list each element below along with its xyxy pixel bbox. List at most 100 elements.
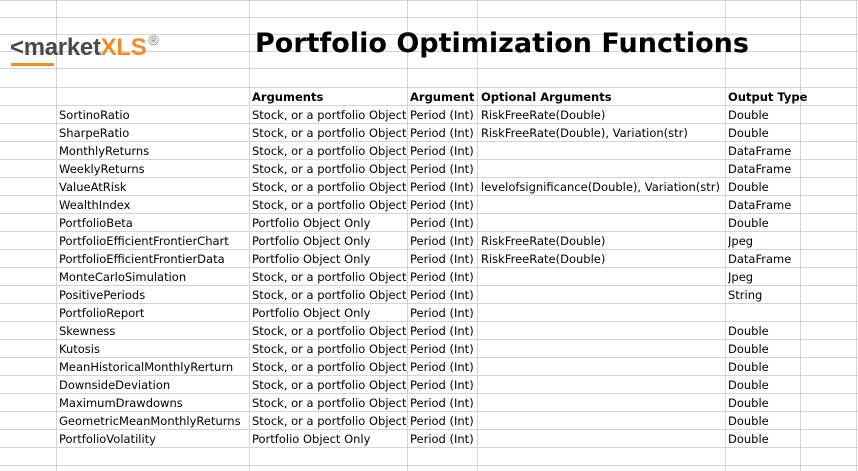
output-type-cell[interactable]: Double xyxy=(728,414,769,428)
function-name-cell[interactable]: Kutosis xyxy=(59,342,100,356)
argument-cell[interactable]: Period (Int) xyxy=(410,144,474,158)
output-type-cell[interactable]: Double xyxy=(728,396,769,410)
arguments-cell[interactable]: Stock, or a portfolio Object xyxy=(252,324,407,338)
optional-arguments-cell[interactable]: RiskFreeRate(Double) xyxy=(481,252,606,266)
row-divider xyxy=(0,339,858,340)
function-name-cell[interactable]: MaximumDrawdowns xyxy=(59,396,183,410)
output-type-cell[interactable]: Double xyxy=(728,378,769,392)
output-type-cell[interactable]: Double xyxy=(728,324,769,338)
function-name-cell[interactable]: SortinoRatio xyxy=(59,108,130,122)
arguments-cell[interactable]: Stock, or a portfolio Object xyxy=(252,162,407,176)
arguments-cell[interactable]: Portfolio Object Only xyxy=(252,432,371,446)
argument-cell[interactable]: Period (Int) xyxy=(410,288,474,302)
output-type-cell[interactable]: String xyxy=(728,288,763,302)
row-divider xyxy=(0,141,858,142)
arguments-cell[interactable]: Stock, or a portfolio Object xyxy=(252,288,407,302)
arguments-cell[interactable]: Portfolio Object Only xyxy=(252,252,371,266)
argument-cell[interactable]: Period (Int) xyxy=(410,342,474,356)
argument-cell[interactable]: Period (Int) xyxy=(410,378,474,392)
output-type-cell[interactable]: Jpeg xyxy=(728,270,754,284)
output-type-cell[interactable]: Double xyxy=(728,432,769,446)
optional-arguments-cell[interactable]: levelofsignificance(Double), Variation(s… xyxy=(481,180,720,194)
column-divider xyxy=(56,0,57,471)
arguments-cell[interactable]: Stock, or a portfolio Object xyxy=(252,414,407,428)
row-divider xyxy=(0,87,858,88)
row-divider xyxy=(0,249,858,250)
arguments-cell[interactable]: Stock, or a portfolio Object xyxy=(252,270,407,284)
output-type-cell[interactable]: Double xyxy=(728,342,769,356)
output-type-cell[interactable]: DataFrame xyxy=(728,144,792,158)
header-argument[interactable]: Argument xyxy=(410,90,475,104)
output-type-cell[interactable]: Double xyxy=(728,216,769,230)
function-name-cell[interactable]: PositivePeriods xyxy=(59,288,146,302)
arguments-cell[interactable]: Stock, or a portfolio Object xyxy=(252,198,407,212)
argument-cell[interactable]: Period (Int) xyxy=(410,432,474,446)
arguments-cell[interactable]: Stock, or a portfolio Object xyxy=(252,360,407,374)
argument-cell[interactable]: Period (Int) xyxy=(410,126,474,140)
function-name-cell[interactable]: DownsideDeviation xyxy=(59,378,171,392)
arguments-cell[interactable]: Stock, or a portfolio Object xyxy=(252,108,407,122)
output-type-cell[interactable]: DataFrame xyxy=(728,252,792,266)
column-divider xyxy=(800,0,801,471)
logo-registered-mark: ® xyxy=(148,32,159,48)
argument-cell[interactable]: Period (Int) xyxy=(410,234,474,248)
optional-arguments-cell[interactable]: RiskFreeRate(Double) xyxy=(481,234,606,248)
arguments-cell[interactable]: Stock, or a portfolio Object xyxy=(252,180,407,194)
argument-cell[interactable]: Period (Int) xyxy=(410,396,474,410)
function-name-cell[interactable]: WeeklyReturns xyxy=(59,162,145,176)
output-type-cell[interactable]: Double xyxy=(728,180,769,194)
optional-arguments-cell[interactable]: RiskFreeRate(Double) xyxy=(481,108,606,122)
row-divider xyxy=(0,231,858,232)
function-name-cell[interactable]: PortfolioEfficientFrontierData xyxy=(59,252,225,266)
output-type-cell[interactable]: Double xyxy=(728,108,769,122)
function-name-cell[interactable]: PortfolioVolatility xyxy=(59,432,156,446)
argument-cell[interactable]: Period (Int) xyxy=(410,108,474,122)
argument-cell[interactable]: Period (Int) xyxy=(410,252,474,266)
arguments-cell[interactable]: Portfolio Object Only xyxy=(252,234,371,248)
function-name-cell[interactable]: MonteCarloSimulation xyxy=(59,270,187,284)
output-type-cell[interactable]: Double xyxy=(728,126,769,140)
optional-arguments-cell[interactable]: RiskFreeRate(Double), Variation(str) xyxy=(481,126,688,140)
function-name-cell[interactable]: PortfolioEfficientFrontierChart xyxy=(59,234,229,248)
arguments-cell[interactable]: Stock, or a portfolio Object xyxy=(252,378,407,392)
arguments-cell[interactable]: Stock, or a portfolio Object xyxy=(252,126,407,140)
function-name-cell[interactable]: SharpeRatio xyxy=(59,126,130,140)
header-output-type[interactable]: Output Type xyxy=(728,90,808,104)
output-type-cell[interactable]: Jpeg xyxy=(728,234,754,248)
output-type-cell[interactable]: DataFrame xyxy=(728,162,792,176)
row-divider xyxy=(0,105,858,106)
output-type-cell[interactable]: DataFrame xyxy=(728,198,792,212)
header-optional-arguments[interactable]: Optional Arguments xyxy=(481,90,612,104)
row-divider xyxy=(0,411,858,412)
header-arguments[interactable]: Arguments xyxy=(252,90,324,104)
function-name-cell[interactable]: Skewness xyxy=(59,324,116,338)
row-divider xyxy=(0,159,858,160)
argument-cell[interactable]: Period (Int) xyxy=(410,270,474,284)
arguments-cell[interactable]: Stock, or a portfolio Object xyxy=(252,144,407,158)
argument-cell[interactable]: Period (Int) xyxy=(410,162,474,176)
function-name-cell[interactable]: PortfolioReport xyxy=(59,306,145,320)
argument-cell[interactable]: Period (Int) xyxy=(410,180,474,194)
arguments-cell[interactable]: Stock, or a portfolio Object xyxy=(252,342,407,356)
argument-cell[interactable]: Period (Int) xyxy=(410,414,474,428)
column-divider xyxy=(856,0,857,471)
argument-cell[interactable]: Period (Int) xyxy=(410,360,474,374)
function-name-cell[interactable]: GeometricMeanMonthlyReturns xyxy=(59,414,241,428)
row-divider xyxy=(0,195,858,196)
argument-cell[interactable]: Period (Int) xyxy=(410,198,474,212)
arguments-cell[interactable]: Stock, or a portfolio Object xyxy=(252,396,407,410)
argument-cell[interactable]: Period (Int) xyxy=(410,324,474,338)
row-divider xyxy=(0,267,858,268)
argument-cell[interactable]: Period (Int) xyxy=(410,216,474,230)
function-name-cell[interactable]: WealthIndex xyxy=(59,198,131,212)
function-name-cell[interactable]: MeanHistoricalMonthlyRerturn xyxy=(59,360,234,374)
function-name-cell[interactable]: ValueAtRisk xyxy=(59,180,127,194)
function-name-cell[interactable]: PortfolioBeta xyxy=(59,216,133,230)
function-name-cell[interactable]: MonthlyReturns xyxy=(59,144,150,158)
output-type-cell[interactable]: Double xyxy=(728,360,769,374)
row-divider xyxy=(0,447,858,448)
arguments-cell[interactable]: Portfolio Object Only xyxy=(252,306,371,320)
arguments-cell[interactable]: Portfolio Object Only xyxy=(252,216,371,230)
argument-cell[interactable]: Period (Int) xyxy=(410,306,474,320)
